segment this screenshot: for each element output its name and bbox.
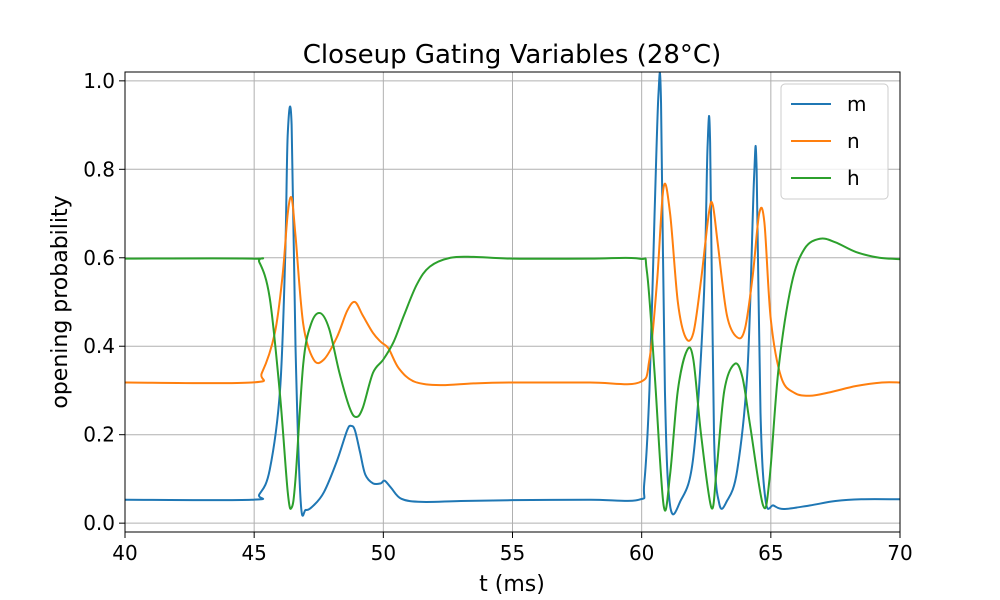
y-tick-label: 0.6: [83, 246, 115, 270]
y-tick-label: 0.8: [83, 157, 115, 181]
x-tick-label: 60: [629, 541, 654, 565]
x-tick-label: 40: [112, 541, 137, 565]
legend-label-m: m: [847, 92, 866, 116]
series-line-m: [125, 72, 900, 517]
x-tick-label: 70: [887, 541, 912, 565]
y-axis-label: opening probability: [48, 195, 73, 408]
x-tick-label: 50: [371, 541, 396, 565]
y-tick-label: 0.2: [83, 423, 115, 447]
x-tick-label: 65: [758, 541, 783, 565]
series-lines: [125, 72, 900, 517]
x-axis-ticks: 40 45 50 55 60 65 70: [112, 532, 913, 565]
legend-label-h: h: [847, 166, 860, 190]
legend-frame: [780, 83, 889, 200]
legend: mnh: [780, 83, 889, 200]
chart-title: Closeup Gating Variables (28°C): [303, 40, 721, 70]
series-line-h: [125, 237, 900, 512]
y-tick-label: 0.0: [83, 511, 115, 535]
x-tick-label: 55: [500, 541, 525, 565]
y-tick-label: 1.0: [83, 69, 115, 93]
y-axis-ticks: 0.0 0.2 0.4 0.6 0.8 1.0: [83, 69, 125, 535]
x-tick-label: 45: [241, 541, 266, 565]
series-line-n: [125, 182, 900, 397]
legend-label-n: n: [847, 129, 860, 153]
x-axis-label: t (ms): [479, 572, 545, 597]
y-tick-label: 0.4: [83, 334, 115, 358]
